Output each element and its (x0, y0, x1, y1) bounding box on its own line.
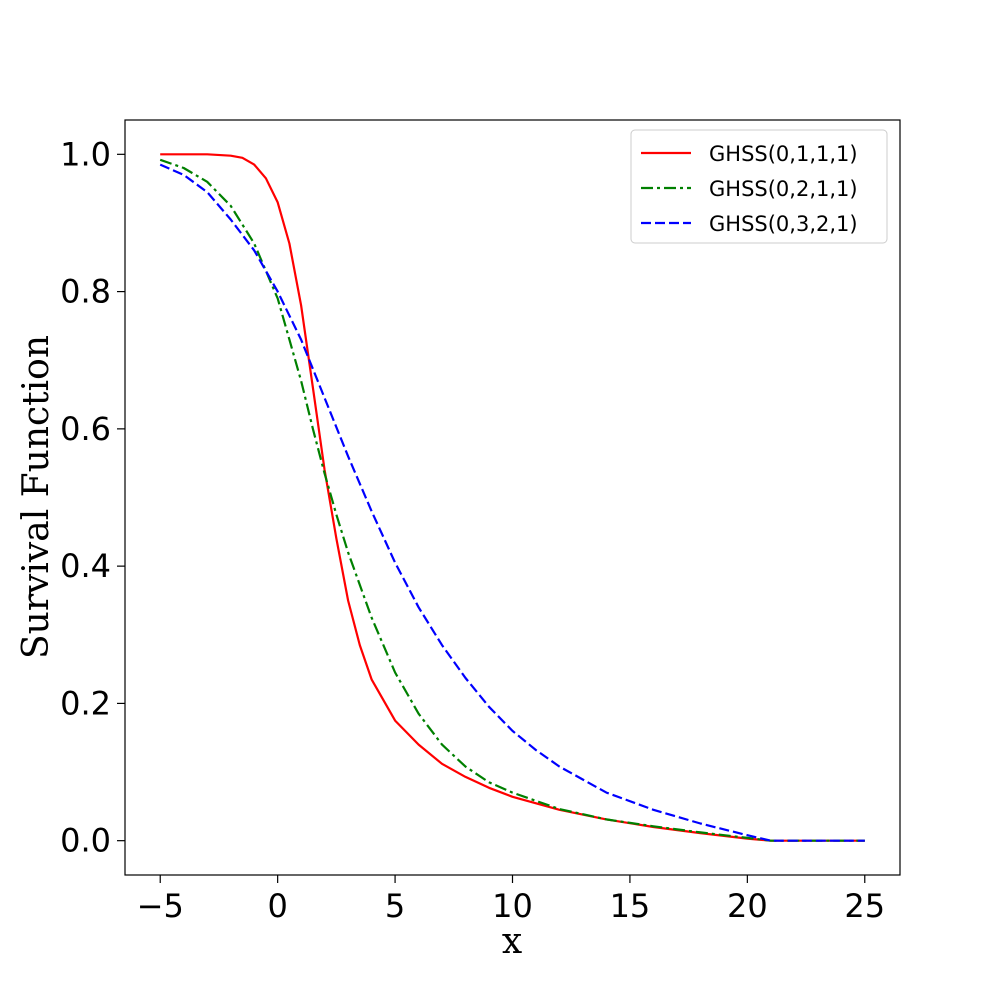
series-line-3 (159, 163, 865, 842)
y-tick-label: 1.0 (60, 135, 111, 173)
y-axis: 0.0 0.2 0.4 0.6 0.8 1.0 (60, 135, 125, 860)
y-axis-label: Survival Function (16, 335, 57, 659)
legend-label-2: GHSS(0,2,1,1) (709, 177, 858, 201)
y-tick-label: 0.4 (60, 547, 111, 585)
legend: GHSS(0,1,1,1) GHSS(0,2,1,1) GHSS(0,3,2,1) (630, 129, 888, 244)
y-tick-label: 0.0 (60, 822, 111, 860)
x-tick-label: 0 (267, 887, 287, 925)
x-axis: −5 0 5 10 15 20 25 (137, 875, 885, 925)
x-tick-label: 5 (385, 887, 405, 925)
x-tick-label: 10 (492, 887, 533, 925)
series-line-2 (159, 158, 865, 842)
y-tick-label: 0.2 (60, 684, 111, 722)
legend-label-1: GHSS(0,1,1,1) (709, 142, 858, 166)
y-tick-label: 0.8 (60, 273, 111, 311)
y-tick-label: 0.6 (60, 410, 111, 448)
x-tick-label: −5 (137, 887, 184, 925)
x-axis-label: x (502, 921, 522, 962)
x-tick-label: 15 (610, 887, 651, 925)
legend-label-3: GHSS(0,3,2,1) (709, 212, 858, 236)
legend-frame (630, 129, 888, 244)
series-layer (159, 153, 865, 842)
x-tick-label: 25 (844, 887, 885, 925)
x-tick-label: 20 (727, 887, 768, 925)
